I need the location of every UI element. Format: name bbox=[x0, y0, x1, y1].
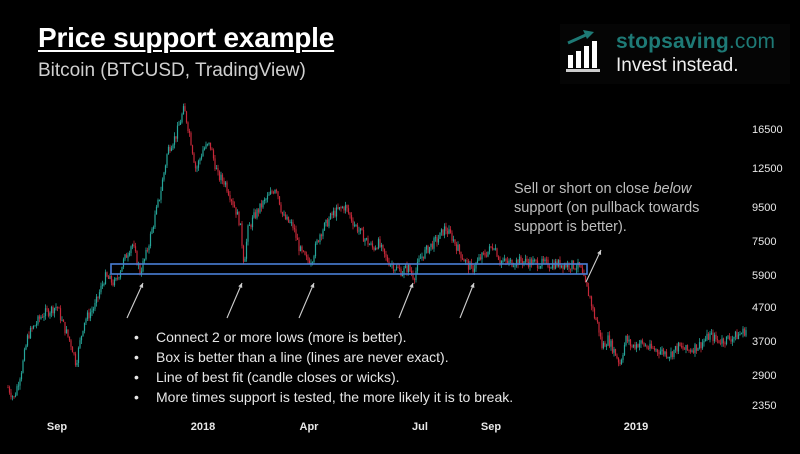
arrow-icon bbox=[226, 282, 243, 319]
tip-item: Connect 2 or more lows (more is better). bbox=[134, 327, 513, 347]
tip-item: Box is better than a line (lines are nev… bbox=[134, 347, 513, 367]
y-tick-label: 2900 bbox=[752, 370, 777, 383]
y-tick-label: 3700 bbox=[752, 335, 777, 348]
arrow-icon bbox=[459, 282, 475, 319]
y-tick-label: 5900 bbox=[752, 269, 777, 282]
x-tick-label: 2018 bbox=[190, 421, 216, 433]
page-title: Price support example bbox=[38, 22, 335, 53]
tip-item: Line of best fit (candle closes or wicks… bbox=[134, 367, 513, 387]
y-tick-label: 16500 bbox=[752, 124, 783, 136]
x-tick-label: Sep bbox=[480, 421, 502, 433]
tip-item: More times support is tested, the more l… bbox=[134, 387, 513, 407]
brand-tagline: Invest instead. bbox=[616, 55, 739, 76]
bar-chart-growth-icon bbox=[566, 30, 600, 72]
tips-list: Connect 2 or more lows (more is better).… bbox=[134, 327, 513, 407]
x-tick-label: Apr bbox=[299, 421, 319, 433]
y-tick-label: 4700 bbox=[752, 301, 777, 314]
arrow-icon bbox=[398, 282, 414, 319]
x-tick-label: Sep bbox=[46, 421, 68, 433]
y-tick-label: 9500 bbox=[752, 202, 777, 215]
y-tick-label: 2350 bbox=[752, 400, 777, 412]
page-subtitle: Bitcoin (BTCUSD, TradingView) bbox=[38, 60, 306, 81]
brand-logo: stopsaving.com Invest instead. bbox=[560, 24, 790, 84]
y-tick-label: 7500 bbox=[752, 235, 777, 248]
y-tick-label: 12500 bbox=[752, 163, 783, 176]
arrow-icon bbox=[585, 249, 602, 283]
x-tick-label: Jul bbox=[412, 421, 428, 433]
brand-name: stopsaving.com bbox=[616, 30, 776, 53]
x-tick-label: 2019 bbox=[623, 421, 649, 433]
sell-annotation: Sell or short on close below support (on… bbox=[514, 181, 700, 235]
support-zone-box bbox=[110, 263, 588, 275]
arrow-icon bbox=[126, 282, 144, 319]
arrow-icon bbox=[298, 282, 315, 319]
